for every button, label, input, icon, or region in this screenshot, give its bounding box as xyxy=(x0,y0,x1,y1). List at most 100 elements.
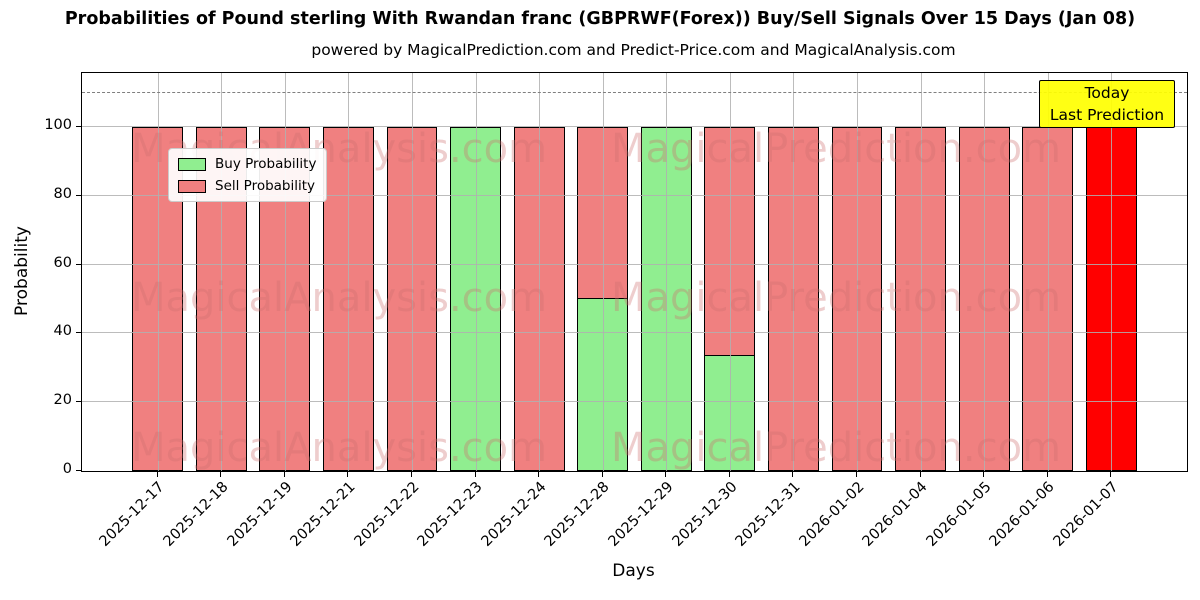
bar-segment-buy xyxy=(704,356,756,471)
bar xyxy=(386,127,438,471)
y-tick-label: 20 xyxy=(53,392,72,409)
bar-segment-buy xyxy=(640,127,692,471)
y-tick-mark xyxy=(76,126,81,127)
v-gridline xyxy=(1047,73,1049,471)
x-tick-label: 2026-01-02 xyxy=(796,479,868,550)
v-gridline xyxy=(221,73,223,471)
x-tick-mark xyxy=(220,472,222,477)
legend-label-sell: Sell Probability xyxy=(215,178,316,194)
bar-segment-sell xyxy=(513,127,565,471)
x-tick-label: 2025-12-18 xyxy=(160,479,232,550)
x-tick-mark xyxy=(983,472,985,477)
legend: Buy Probability Sell Probability xyxy=(168,148,328,202)
x-tick-mark xyxy=(538,472,540,477)
legend-item-sell: Sell Probability xyxy=(178,178,316,194)
h-gridline xyxy=(82,126,1187,128)
v-gridline xyxy=(411,73,413,471)
x-tick-mark xyxy=(156,472,158,477)
bar-segment-buy xyxy=(450,127,501,471)
x-tick-label: 2025-12-23 xyxy=(414,479,486,550)
x-tick-mark xyxy=(1046,472,1048,477)
v-gridline xyxy=(920,73,922,471)
x-tick-label: 2026-01-04 xyxy=(860,479,931,550)
bar xyxy=(577,127,629,471)
v-gridline xyxy=(284,73,286,471)
v-gridline xyxy=(602,73,604,471)
x-tick-label: 2025-12-19 xyxy=(224,479,296,550)
x-axis-label: Days xyxy=(612,561,655,581)
h-gridline xyxy=(82,194,1187,196)
bar-segment-sell xyxy=(768,127,819,471)
bar-segment-sell xyxy=(322,127,374,471)
plot-area: MagicalAnalysis.com MagicalPrediction.com… xyxy=(81,72,1188,472)
x-tick-mark xyxy=(919,472,921,477)
h-gridline xyxy=(82,401,1187,403)
x-tick-mark xyxy=(728,472,730,477)
x-tick-label: 2025-12-17 xyxy=(97,479,168,550)
sell-color-swatch xyxy=(178,179,206,193)
x-tick-label: 2025-12-24 xyxy=(478,479,550,550)
v-gridline xyxy=(793,73,795,471)
y-tick-mark xyxy=(76,332,81,334)
annotation-line-2: Last Prediction xyxy=(1049,106,1165,124)
annotation-line-1: Today xyxy=(1084,84,1130,102)
y-tick-label: 0 xyxy=(62,461,72,477)
buy-color-swatch xyxy=(178,157,206,171)
v-gridline xyxy=(157,73,159,471)
bar-segment-sell xyxy=(704,127,756,357)
v-gridline xyxy=(1111,73,1113,471)
v-gridline xyxy=(539,73,541,471)
chart-subtitle: powered by MagicalPrediction.com and Pre… xyxy=(311,41,956,59)
h-gridline xyxy=(82,332,1187,334)
x-tick-mark xyxy=(283,472,285,477)
bar-segment-sell xyxy=(577,127,629,299)
v-gridline xyxy=(475,73,477,471)
v-gridline xyxy=(666,73,668,471)
x-tick-mark xyxy=(665,472,667,477)
x-tick-mark xyxy=(601,472,603,477)
bar xyxy=(322,127,374,471)
bar xyxy=(704,127,756,471)
v-gridline xyxy=(857,73,859,471)
bar xyxy=(513,127,565,471)
y-tick-label: 40 xyxy=(53,323,72,340)
x-tick-label: 2025-12-29 xyxy=(605,479,677,550)
x-tick-label: 2025-12-31 xyxy=(732,479,804,550)
x-tick-mark xyxy=(474,472,476,477)
threshold-dashed-line xyxy=(82,91,1187,93)
y-tick-label: 60 xyxy=(53,254,72,271)
y-tick-mark xyxy=(76,401,81,403)
x-tick-mark xyxy=(410,472,412,477)
x-tick-label: 2026-01-06 xyxy=(987,479,1059,550)
x-tick-label: 2025-12-21 xyxy=(287,479,359,550)
x-tick-label: 2025-12-22 xyxy=(351,479,423,550)
y-tick-mark xyxy=(76,194,81,196)
x-tick-label: 2025-12-30 xyxy=(669,479,741,550)
y-tick-label: 80 xyxy=(53,185,72,202)
v-gridline xyxy=(348,73,350,471)
x-tick-label: 2026-01-05 xyxy=(923,479,995,550)
x-tick-mark xyxy=(1110,472,1112,477)
bar xyxy=(450,127,501,471)
bar xyxy=(768,127,819,471)
chart-title: Probabilities of Pound sterling With Rwa… xyxy=(64,9,1136,29)
h-gridline xyxy=(82,263,1187,265)
y-axis-label: Probability xyxy=(12,226,32,316)
v-gridline xyxy=(984,73,986,471)
legend-item-buy: Buy Probability xyxy=(178,156,316,172)
bar xyxy=(640,127,692,471)
today-annotation: Today Last Prediction xyxy=(1039,80,1175,128)
x-tick-label: 2025-12-28 xyxy=(542,479,614,550)
x-tick-mark xyxy=(856,472,858,477)
y-tick-label: 100 xyxy=(44,117,72,133)
x-tick-label: 2026-01-07 xyxy=(1050,479,1122,550)
y-tick-mark xyxy=(76,263,81,265)
bar-segment-buy xyxy=(577,299,629,471)
legend-label-buy: Buy Probability xyxy=(215,156,317,172)
x-tick-mark xyxy=(347,472,349,477)
x-tick-mark xyxy=(792,472,794,477)
bar-segment-sell xyxy=(386,127,438,471)
v-gridline xyxy=(729,73,731,471)
y-tick-mark xyxy=(76,470,81,471)
